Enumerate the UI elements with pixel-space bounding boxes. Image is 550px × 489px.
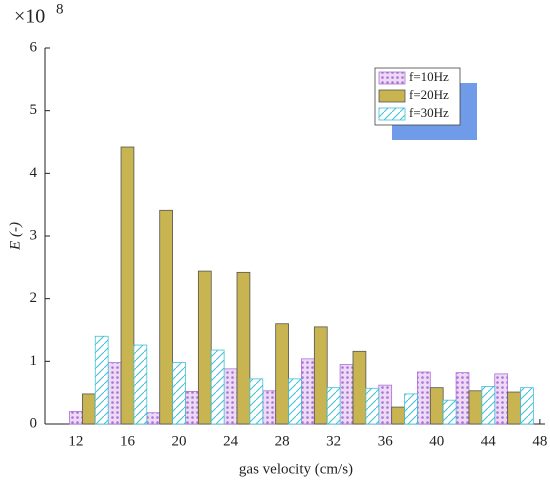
x-tick-label: 40: [429, 433, 444, 449]
bar: [262, 390, 277, 425]
x-tick-label: 24: [223, 433, 239, 449]
legend-swatch: [378, 107, 406, 121]
bar: [107, 362, 122, 425]
bar: [159, 209, 173, 425]
bar: [391, 406, 405, 425]
x-tick-label: 20: [172, 433, 187, 449]
bar: [326, 387, 341, 425]
x-tick-label: 16: [120, 433, 136, 449]
y-tick-label: 2: [30, 290, 38, 306]
y-multiplier: ×10: [14, 6, 45, 28]
bar: [146, 412, 161, 425]
bar: [313, 326, 328, 425]
bar: [223, 368, 238, 425]
bar: [249, 378, 264, 425]
bar: [120, 146, 135, 425]
bar: [210, 349, 225, 425]
bar: [468, 390, 483, 425]
bar: [442, 399, 457, 425]
y-tick-label: 1: [30, 353, 38, 369]
y-tick-label: 0: [30, 415, 38, 431]
bar: [236, 271, 251, 425]
bar: [133, 344, 148, 425]
bar: [507, 391, 521, 425]
y-tick-label: 6: [30, 39, 38, 55]
bar: [378, 384, 393, 425]
x-tick-label: 28: [275, 433, 290, 449]
legend-label: f=10Hz: [409, 69, 449, 84]
x-tick-label: 48: [532, 433, 547, 449]
x-tick-label: 36: [378, 433, 394, 449]
y-tick-label: 3: [30, 227, 38, 243]
bar: [197, 270, 212, 425]
bar: [352, 350, 367, 425]
y-tick-label: 4: [30, 165, 38, 181]
bar: [288, 378, 302, 425]
bar: [520, 387, 534, 425]
bar: [69, 411, 83, 425]
bar: [429, 387, 444, 425]
x-tick-label: 44: [481, 433, 497, 449]
legend-label: f=30Hz: [409, 105, 449, 120]
bar: [365, 387, 380, 425]
y-axis-title: E (-): [7, 222, 23, 251]
y-exponent: 8: [56, 1, 64, 17]
bar: [404, 393, 418, 425]
x-tick-label: 32: [326, 433, 341, 449]
bar: [455, 372, 470, 425]
bar: [275, 323, 289, 425]
x-tick-label: 12: [68, 433, 83, 449]
bar: [417, 371, 431, 425]
legend-label: f=20Hz: [409, 87, 449, 102]
bar: [185, 391, 199, 425]
bar: [494, 373, 509, 425]
legend-swatch: [378, 71, 406, 85]
legend-swatch: [378, 89, 406, 103]
bar: [81, 393, 96, 425]
bar: [481, 385, 496, 425]
bar: [94, 335, 109, 425]
x-axis-title: gas velocity (cm/s): [239, 461, 353, 477]
bar: [301, 358, 315, 425]
bar: [172, 362, 186, 425]
y-tick-label: 5: [30, 102, 38, 118]
bar: [339, 364, 354, 425]
